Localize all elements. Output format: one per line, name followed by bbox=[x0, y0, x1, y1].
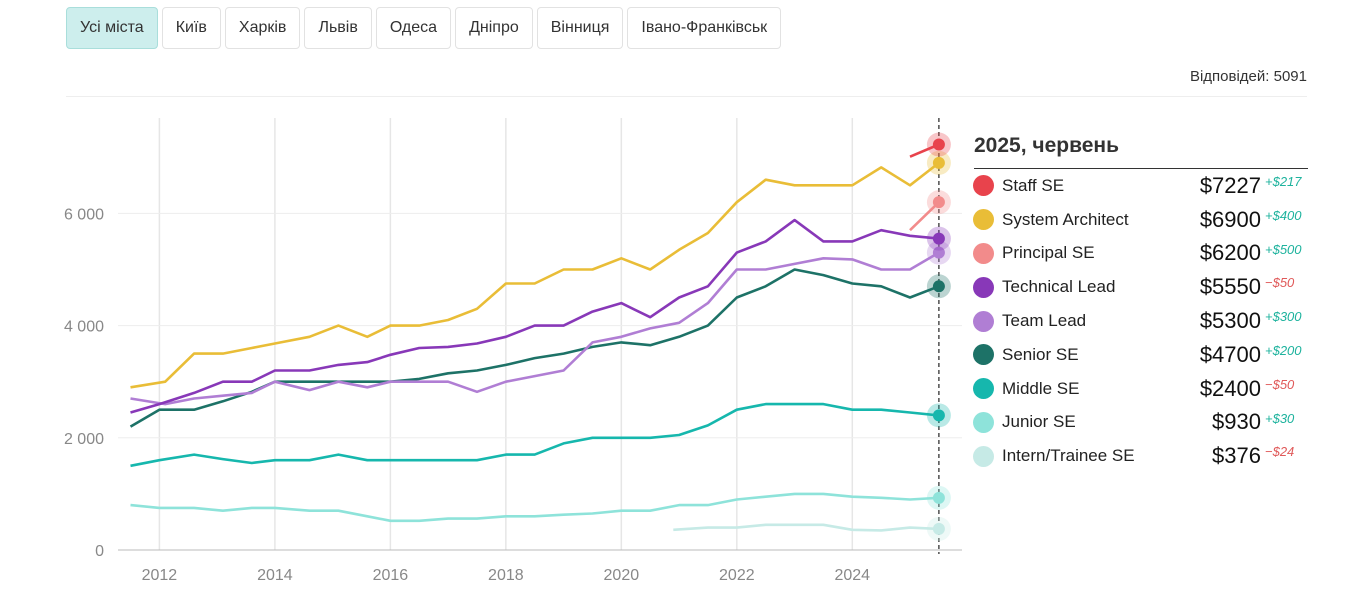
legend-item-delta: +$30 bbox=[1265, 410, 1295, 426]
series-end-point bbox=[932, 156, 945, 169]
legend-item-value: $376 bbox=[1212, 443, 1261, 469]
header-divider bbox=[66, 96, 1307, 97]
legend-item[interactable]: Staff SE $7227 +$217 bbox=[973, 169, 1308, 203]
legend-item-delta: −$24 bbox=[1265, 444, 1295, 460]
legend-swatch bbox=[973, 276, 994, 298]
legend-item-value: $2400 bbox=[1199, 375, 1261, 401]
y-tick-label: 4 000 bbox=[64, 319, 104, 336]
y-tick-label: 0 bbox=[95, 543, 104, 560]
legend-swatch bbox=[973, 209, 994, 231]
legend-swatch bbox=[973, 175, 994, 197]
series-end-point bbox=[932, 280, 945, 293]
legend-item-name: System Architect bbox=[1002, 209, 1129, 229]
x-tick-label: 2018 bbox=[488, 567, 524, 584]
legend-swatch bbox=[973, 344, 994, 366]
legend-swatch bbox=[973, 242, 994, 264]
x-tick-label: 2024 bbox=[834, 567, 870, 584]
legend-item-value: $7227 bbox=[1199, 172, 1261, 198]
legend-rows: Staff SE $7227 +$217 System Architect $6900 +… bbox=[973, 169, 1308, 473]
legend-item-delta: −$50 bbox=[1265, 275, 1295, 291]
legend-item[interactable]: System Architect $6900 +$400 bbox=[973, 203, 1308, 237]
legend-item-name: Middle SE bbox=[1002, 378, 1080, 398]
legend-swatch bbox=[973, 310, 994, 332]
legend-swatch bbox=[973, 411, 994, 433]
city-tab-4[interactable]: Одеса bbox=[375, 7, 452, 49]
legend-item-name: Senior SE bbox=[1002, 344, 1079, 364]
x-tick-label: 2014 bbox=[257, 567, 293, 584]
series-line bbox=[130, 402, 940, 468]
legend-item-name: Staff SE bbox=[1002, 175, 1065, 195]
answers-count: Відповідей: 5091 bbox=[1189, 68, 1307, 85]
legend-title: 2025, червень bbox=[974, 134, 1308, 169]
city-tab-6[interactable]: Вінниця bbox=[536, 7, 624, 49]
legend: 2025, червень Staff SE $7227 +$217 System A… bbox=[973, 134, 1308, 473]
legend-item-delta: −$50 bbox=[1265, 376, 1295, 392]
x-tick-label: 2022 bbox=[719, 567, 755, 584]
series-line bbox=[130, 251, 940, 406]
legend-item-name: Principal SE bbox=[1002, 243, 1095, 263]
legend-item[interactable]: Junior SE $930 +$30 bbox=[973, 406, 1308, 440]
legend-item-delta: +$217 bbox=[1265, 174, 1302, 189]
x-tick-label: 2016 bbox=[373, 567, 409, 584]
legend-item[interactable]: Senior SE $4700 +$200 bbox=[973, 338, 1308, 372]
x-tick-label: 2020 bbox=[604, 567, 640, 584]
series-end-point bbox=[932, 138, 945, 151]
city-tabs: Усі міста Київ Харків Львів Одеса Дніпро Вінни… bbox=[66, 7, 782, 49]
legend-item-name: Team Lead bbox=[1002, 311, 1087, 331]
y-tick-label: 2 000 bbox=[64, 431, 104, 448]
legend-item-value: $4700 bbox=[1199, 341, 1261, 367]
legend-item[interactable]: Intern/Trainee SE $376 −$24 bbox=[973, 439, 1308, 473]
legend-item-delta: +$500 bbox=[1265, 241, 1302, 257]
legend-item-value: $6900 bbox=[1199, 206, 1261, 232]
legend-item-delta: +$300 bbox=[1265, 309, 1302, 325]
series-line bbox=[130, 161, 940, 389]
legend-item-delta: +$200 bbox=[1265, 342, 1302, 358]
series-end-point bbox=[932, 232, 945, 245]
legend-item[interactable]: Principal SE $6200 +$500 bbox=[973, 237, 1308, 271]
city-tab-2[interactable]: Харків bbox=[224, 7, 301, 49]
legend-item-value: $6200 bbox=[1199, 240, 1261, 266]
city-tab-5[interactable]: Дніпро bbox=[455, 7, 533, 49]
legend-swatch bbox=[973, 445, 994, 467]
series-line bbox=[130, 218, 940, 414]
legend-item-value: $5300 bbox=[1199, 308, 1261, 334]
series-end-point bbox=[932, 491, 945, 504]
series-line bbox=[909, 201, 940, 232]
series-end-point bbox=[932, 522, 945, 535]
legend-item-name: Technical Lead bbox=[1002, 277, 1116, 297]
legend-item-name: Junior SE bbox=[1002, 412, 1076, 432]
x-tick-label: 2012 bbox=[142, 567, 178, 584]
legend-swatch bbox=[973, 378, 994, 400]
legend-item[interactable]: Team Lead $5300 +$300 bbox=[973, 304, 1308, 338]
city-tab-3[interactable]: Львів bbox=[304, 7, 372, 49]
city-tab-1[interactable]: Київ bbox=[161, 7, 221, 49]
legend-item-value: $5550 bbox=[1199, 274, 1261, 300]
series-end-point bbox=[932, 196, 945, 209]
legend-item-value: $930 bbox=[1212, 409, 1261, 435]
legend-item[interactable]: Technical Lead $5550 −$50 bbox=[973, 270, 1308, 304]
city-tab-0[interactable]: Усі міста bbox=[66, 7, 158, 49]
series-line bbox=[130, 492, 939, 523]
legend-item-name: Intern/Trainee SE bbox=[1002, 446, 1135, 466]
city-tab-7[interactable]: Івано-Франківськ bbox=[627, 7, 782, 49]
series-line bbox=[673, 523, 939, 532]
series-end-point bbox=[932, 246, 945, 259]
legend-item-delta: +$400 bbox=[1265, 207, 1302, 223]
legend-item[interactable]: Middle SE $2400 −$50 bbox=[973, 372, 1308, 406]
series-end-point bbox=[932, 409, 945, 422]
y-tick-label: 6 000 bbox=[64, 206, 104, 223]
